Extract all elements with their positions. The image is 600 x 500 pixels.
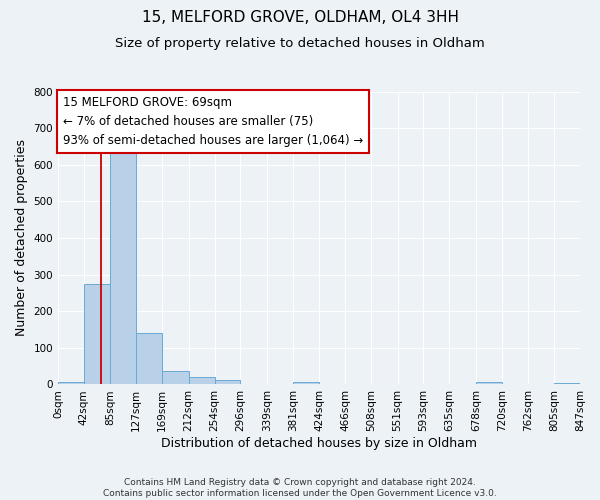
Bar: [162, 371, 188, 384]
Bar: [110, 150, 136, 384]
Bar: [188, 377, 215, 384]
Bar: [293, 382, 319, 384]
Text: 15 MELFORD GROVE: 69sqm
← 7% of detached houses are smaller (75)
93% of semi-det: 15 MELFORD GROVE: 69sqm ← 7% of detached…: [63, 96, 364, 147]
Bar: [136, 333, 162, 384]
Bar: [554, 382, 580, 384]
Text: Size of property relative to detached houses in Oldham: Size of property relative to detached ho…: [115, 38, 485, 51]
Bar: [58, 382, 84, 384]
Bar: [215, 380, 241, 384]
Y-axis label: Number of detached properties: Number of detached properties: [15, 140, 28, 336]
Bar: [476, 382, 502, 384]
Bar: [84, 284, 110, 384]
Text: Contains HM Land Registry data © Crown copyright and database right 2024.
Contai: Contains HM Land Registry data © Crown c…: [103, 478, 497, 498]
Text: 15, MELFORD GROVE, OLDHAM, OL4 3HH: 15, MELFORD GROVE, OLDHAM, OL4 3HH: [142, 10, 458, 25]
X-axis label: Distribution of detached houses by size in Oldham: Distribution of detached houses by size …: [161, 437, 477, 450]
